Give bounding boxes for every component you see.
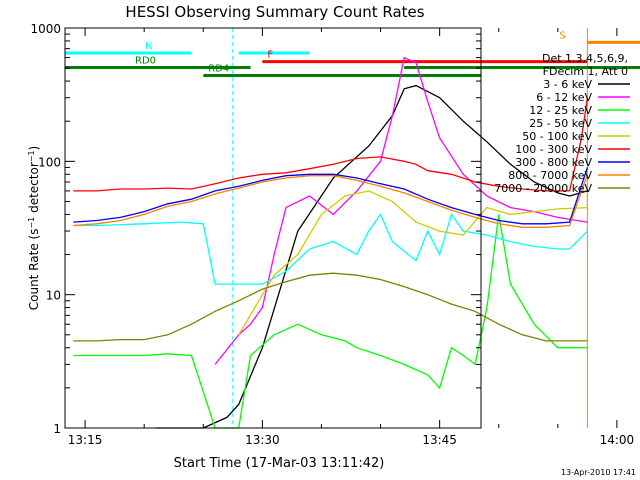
flag-label-rd0: RD0 bbox=[135, 56, 156, 67]
legend-label-2: 12 - 25 keV bbox=[529, 104, 592, 117]
flag-label-n: N bbox=[145, 41, 152, 52]
plot-area bbox=[232, 28, 588, 428]
flag-label-s: S bbox=[559, 30, 565, 41]
y-axis-label-exp-2: −1 bbox=[27, 150, 36, 162]
y-axis-label-main: Count Rate (s bbox=[27, 229, 41, 311]
y-axis-label: Count Rate (s−1 detector−1) bbox=[27, 146, 42, 311]
series-line-3 bbox=[73, 212, 588, 285]
x-tick-label-1: 13:30 bbox=[245, 433, 280, 447]
series-line-5 bbox=[73, 97, 589, 192]
series-line-0 bbox=[156, 84, 588, 429]
flag-label-f: F bbox=[267, 50, 273, 61]
legend-label-6: 300 - 800 keV bbox=[515, 156, 592, 169]
plot-frame bbox=[64, 27, 482, 429]
series-line-7 bbox=[73, 174, 589, 228]
series-lines bbox=[73, 56, 589, 429]
legend-header-line-1: FDecim 1, Att 0 bbox=[543, 65, 628, 78]
y-tick-label-0: 1 bbox=[53, 422, 61, 436]
y-tick-label-1: 10 bbox=[46, 289, 61, 303]
y-tick-label-3: 1000 bbox=[30, 22, 61, 36]
series-line-1 bbox=[214, 56, 588, 365]
series-line-2 bbox=[73, 214, 588, 429]
y-tick-label-2: 100 bbox=[38, 155, 61, 169]
legend-label-1: 6 - 12 keV bbox=[536, 91, 592, 104]
series-line-6 bbox=[73, 167, 589, 225]
legend-header-line-0: Det 1,3,4,5,6,9, bbox=[542, 52, 628, 65]
x-tick-label-3: 14:00 bbox=[600, 433, 635, 447]
legend-label-4: 50 - 100 keV bbox=[522, 130, 592, 143]
legend: Det 1,3,4,5,6,9,FDecim 1, Att 03 - 6 keV… bbox=[494, 52, 630, 195]
y-axis: 1 10 100 1000 bbox=[30, 22, 481, 436]
x-axis-label: Start Time (17-Mar-03 13:11:42) bbox=[174, 456, 385, 471]
legend-label-3: 25 - 50 keV bbox=[529, 117, 592, 130]
y-axis-label-unit: detector bbox=[27, 162, 41, 213]
series-line-4 bbox=[238, 190, 588, 336]
x-tick-label-0: 13:15 bbox=[68, 433, 103, 447]
footer-date: 13-Apr-2010 17:41 bbox=[561, 468, 636, 477]
chart-title: HESSI Observing Summary Count Rates bbox=[125, 3, 424, 21]
series-line-8 bbox=[73, 272, 588, 342]
legend-label-5: 100 - 300 keV bbox=[515, 143, 592, 156]
legend-label-0: 3 - 6 keV bbox=[543, 78, 592, 91]
x-tick-label-2: 13:45 bbox=[422, 433, 457, 447]
y-axis-label-exp-1: −1 bbox=[27, 217, 36, 229]
flag-label-rd4: RD4 bbox=[208, 64, 229, 75]
flag-bars: N F S RD0 RD4 bbox=[65, 30, 640, 78]
legend-label-7: 800 - 7000 keV bbox=[508, 169, 592, 182]
legend-label-8: 7000 - 20000 keV bbox=[494, 182, 592, 195]
